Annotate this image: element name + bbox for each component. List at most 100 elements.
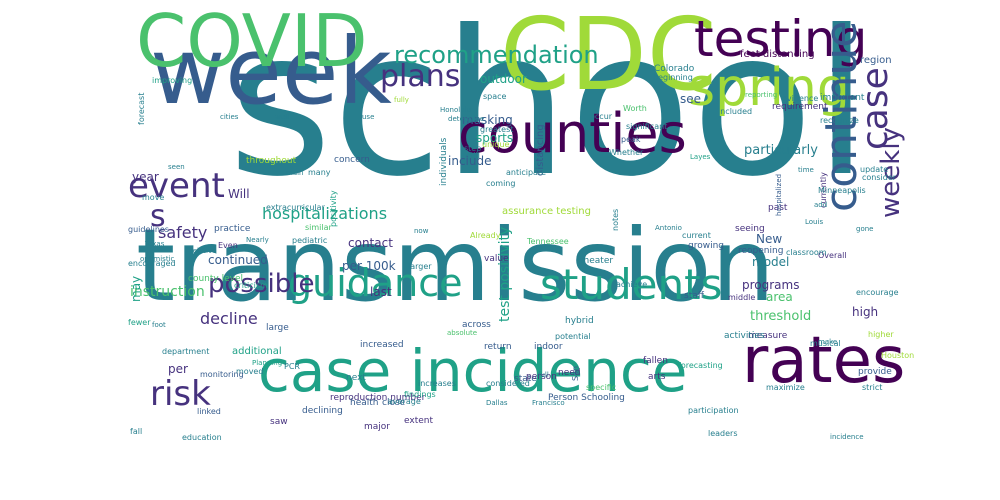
cloud-word: next [346, 372, 366, 383]
cloud-word: transmission [136, 207, 775, 324]
cloud-word: growing [688, 240, 724, 251]
cloud-word: middle [728, 292, 756, 302]
cloud-word: forecast [137, 92, 146, 125]
cloud-word: add [814, 201, 828, 210]
cloud-word: arts [648, 371, 666, 382]
cloud-word: relative [190, 247, 217, 256]
cloud-word: main [286, 169, 304, 178]
cloud-word: fewer [128, 317, 151, 327]
cloud-word: state [514, 373, 537, 384]
cloud-word: significant [626, 121, 668, 131]
cloud-word: New [756, 232, 783, 247]
cloud-word: criticism [234, 280, 268, 290]
cloud-word: improving [152, 75, 193, 85]
cloud-word: decline [200, 309, 258, 329]
cloud-word: monitoring [200, 369, 244, 379]
cloud-word: per 100k [342, 259, 396, 274]
cloud-word: now [414, 227, 429, 236]
cloud-word: measure [748, 330, 788, 341]
cloud-word: contact [348, 236, 393, 251]
cloud-word: practice [214, 223, 251, 234]
cloud-word: time [798, 166, 814, 175]
cloud-word: make [818, 338, 838, 347]
cloud-word: see [680, 92, 702, 107]
cloud-word: specific [586, 382, 617, 392]
cloud-word: Francisco [532, 399, 565, 408]
cloud-word: included [718, 106, 753, 116]
cloud-word: Even [218, 240, 238, 250]
cloud-word: plans [380, 59, 461, 94]
cloud-word: test positivity [497, 226, 513, 322]
cloud-word: Planning [252, 359, 283, 368]
cloud-word: requirement [772, 101, 828, 112]
cloud-word: guidance [288, 260, 463, 305]
cloud-word: declining [302, 405, 343, 416]
cloud-word: particularly [744, 142, 818, 158]
cloud-word: CDC [500, 0, 717, 113]
cloud-word: encouraged [128, 258, 176, 268]
cloud-word: update [860, 164, 889, 174]
cloud-word: education [182, 432, 222, 442]
cloud-word: threshold [750, 308, 812, 324]
cloud-word: testing [694, 10, 868, 68]
cloud-word: Dallas [486, 399, 508, 408]
cloud-word: incidence [830, 433, 864, 442]
cloud-word: students [540, 260, 723, 310]
cloud-word: sports [476, 131, 514, 146]
cloud-word: beginning [653, 72, 693, 82]
cloud-word: possible [208, 269, 315, 300]
cloud-word: pediatric [292, 235, 328, 245]
cloud-word: value [484, 253, 509, 264]
cloud-word: safety [158, 223, 208, 243]
cloud-word: space [483, 91, 507, 101]
cloud-word: rates [742, 323, 906, 398]
cloud-word: positivity [329, 190, 338, 227]
cloud-word: current [682, 230, 711, 240]
cloud-word: maximize [766, 382, 805, 392]
cloud-word: case incidence [258, 336, 688, 405]
cloud-word: concern [334, 154, 370, 165]
cloud-word: coming [486, 178, 516, 188]
cloud-word: activities [724, 330, 765, 341]
cloud-word: absolute [447, 329, 478, 338]
cloud-word: linked [197, 406, 221, 416]
cloud-word: cities [220, 113, 239, 122]
cloud-word: close [382, 397, 406, 408]
cloud-word: use [362, 113, 375, 122]
cloud-word: need [558, 367, 581, 378]
cloud-word: participation [688, 405, 739, 415]
cloud-word: reporting [745, 91, 778, 100]
cloud-word: Layes [690, 153, 711, 162]
cloud-word: consider [862, 172, 897, 182]
cloud-word: strict [862, 382, 883, 392]
cloud-word: across [462, 319, 491, 330]
cloud-word: still [466, 150, 480, 160]
cloud-word: encourage [856, 287, 899, 297]
cloud-word: individuals [439, 137, 449, 186]
cloud-word: peak [621, 134, 641, 144]
cloud-word: leaders [708, 428, 738, 438]
cloud-word: Will [228, 187, 250, 202]
cloud-word: step [464, 143, 482, 153]
cloud-word: average [388, 396, 421, 406]
cloud-word: Already [470, 230, 501, 240]
cloud-word: recognize [820, 115, 859, 125]
cloud-word: potential [555, 331, 591, 341]
cloud-word: higher [868, 329, 894, 339]
cloud-word: high [852, 305, 879, 320]
cloud-word: spring [688, 58, 850, 119]
cloud-word: COVID [136, 0, 368, 83]
cloud-word: fallen [643, 355, 668, 366]
cloud-word: feet distancing [740, 49, 815, 60]
cloud-word: s [150, 199, 166, 234]
cloud-word: fall [130, 426, 143, 436]
cloud-word: Colorado [654, 63, 695, 74]
cloud-word: optimistic [140, 255, 175, 264]
cloud-word: include [448, 154, 492, 169]
cloud-word: model [752, 255, 790, 270]
cloud-word: last [370, 285, 392, 300]
cloud-word: reproduction number [330, 392, 426, 403]
cloud-word: unique [482, 139, 510, 149]
cloud-word: week [150, 18, 392, 126]
